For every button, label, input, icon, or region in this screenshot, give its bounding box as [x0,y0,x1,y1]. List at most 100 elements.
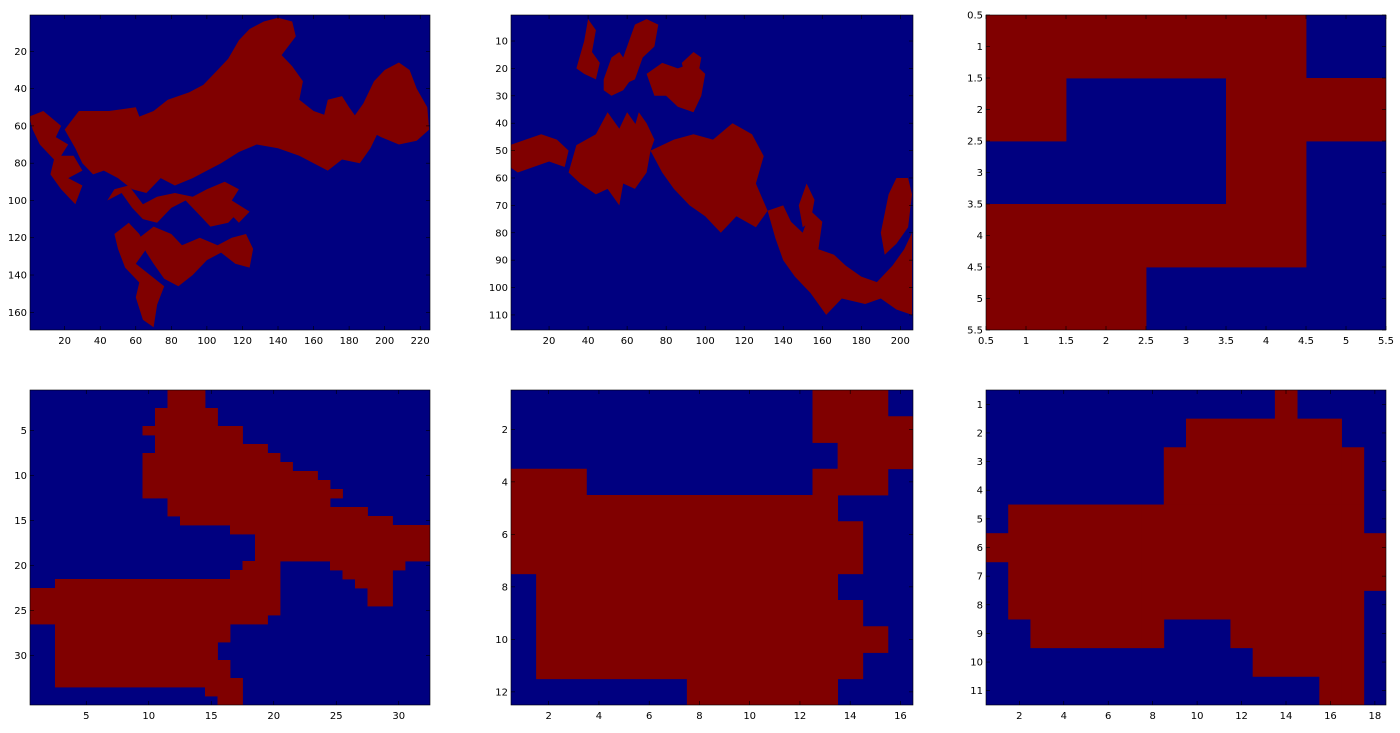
x-tick-label: 20 [543,336,556,347]
y-tick-label: 140 [8,271,27,282]
heatmap-cell [205,678,218,688]
x-tick-label: 80 [660,336,673,347]
heatmap-cell [1141,504,1165,534]
heatmap-cell [155,480,168,490]
heatmap-cell [167,417,181,427]
heatmap-cell [986,78,1067,142]
heatmap-cell [712,547,738,575]
x-tick-label: 30 [392,711,405,722]
heatmap-cell [280,543,293,553]
heatmap-cell [737,573,763,601]
heatmap-cell [92,624,106,634]
chart-panel-2: 20 40 60 80 100 120 140 160 180 200 10 20 30 40 50 60 70… [489,14,914,347]
heatmap-cell [586,652,612,680]
heatmap-cell [167,498,181,508]
heatmap-cell [355,570,368,580]
heatmap-cell [205,606,218,616]
x-tick-label: 160 [304,336,323,347]
heatmap-cell [1341,475,1365,505]
x-tick-label: 40 [94,336,107,347]
heatmap-cell [837,416,864,443]
heatmap-cell [192,615,206,625]
heatmap-cell [205,444,218,454]
heatmap-cell [536,547,562,575]
heatmap-cell [255,480,268,490]
y-tick-label: 3.5 [967,200,983,211]
heatmap-cell [342,552,356,562]
heatmap-cell [317,534,331,544]
heatmap-cell [292,480,306,490]
heatmap-cell [1097,533,1120,563]
heatmap-cell [812,390,839,417]
heatmap-cell [205,507,218,517]
heatmap-cell [242,480,256,490]
heatmap-cell [142,462,156,472]
heatmap-cell [1230,533,1254,563]
heatmap-cell [230,516,243,526]
heatmap-cell [1274,475,1298,505]
heatmap-cell [1163,590,1187,620]
heatmap-cell [230,606,243,616]
heatmap-cell [1230,418,1254,448]
heatmap-cell [1208,475,1231,505]
heatmap-cell [1141,533,1165,563]
heatmap-cell [380,561,393,571]
y-tick-label: 2 [977,105,983,116]
heatmap-cell [217,660,231,670]
heatmap-cell [417,552,430,562]
heatmap-cell [686,600,713,627]
heatmap-cell [380,570,393,580]
heatmap-cell [812,626,839,653]
heatmap-region-11 [880,178,912,255]
heatmap-cell [67,660,81,670]
heatmap-cells [30,390,430,705]
heatmap-cell [242,471,256,481]
heatmap-cell [1186,504,1209,534]
x-tick-label: 14 [844,711,857,722]
heatmap-cell [342,516,356,526]
heatmap-cell [55,597,68,607]
heatmap-cell [417,534,430,544]
heatmap-cell [292,534,306,544]
heatmap-cell [267,525,281,535]
y-tick-label: 4 [977,486,983,497]
heatmap-cell [1030,504,1054,534]
y-tick-label: 6 [502,530,508,541]
heatmap-cell [180,597,193,607]
heatmap-cell [180,633,193,643]
y-tick-label: 4 [502,477,508,488]
heatmap-cell [1226,15,1307,79]
x-tick-label: 12 [1235,711,1248,722]
heatmap-cell [130,660,143,670]
heatmap-cell [205,588,218,598]
heatmap-cell [267,534,281,544]
heatmap-cell [292,489,306,499]
heatmap-cell [192,399,206,409]
heatmap-cell [1252,504,1276,534]
heatmap-cell [342,507,356,517]
heatmap-cell [255,489,268,499]
heatmap-cell [117,669,131,679]
heatmap-cell [367,597,381,607]
heatmap-cell [155,417,168,427]
heatmap-cell [661,652,688,680]
heatmap-cell [205,489,218,499]
heatmap-cell [242,507,256,517]
heatmap-cell [611,573,638,601]
heatmap-cell [42,597,56,607]
heatmap-cell [267,561,281,571]
heatmap-cell [180,615,193,625]
heatmap-cell [317,480,331,490]
heatmap-cell [1066,15,1147,79]
heatmap-cell [280,480,293,490]
heatmap-cell [167,408,181,418]
heatmap-cell [292,516,306,526]
heatmap-cell [1163,561,1187,591]
heatmap-cell [242,579,256,589]
heatmap-cell [167,507,181,517]
heatmap-cell [1097,504,1120,534]
heatmap-cell [230,435,243,445]
heatmap-cell [155,408,168,418]
heatmap-cell [1274,619,1298,649]
y-tick-label: 1 [977,42,983,53]
